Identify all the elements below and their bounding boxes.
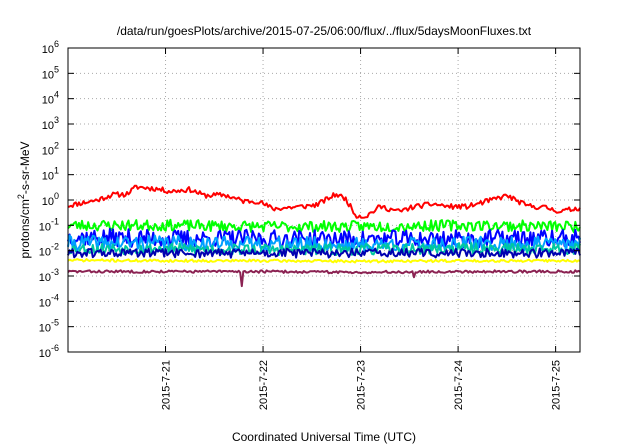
y-tick-label: 101 [42,166,59,183]
series-line-7 [67,258,581,264]
y-tick-label: 10-5 [39,318,59,335]
y-tick-label: 10-3 [39,267,59,284]
x-tick-label: 2015-7-24 [453,360,465,410]
y-tick-label: 10-2 [39,242,59,259]
series-line-6 [67,247,581,259]
series-line-2 [67,218,581,233]
series-line-4 [67,234,581,253]
series-line-8 [67,269,581,288]
y-tick-label: 10-1 [39,216,59,233]
y-tick-label: 10-4 [39,292,59,309]
y-tick-label: 103 [42,115,59,132]
series-line-3 [67,227,581,249]
x-axis-label: Coordinated Universal Time (UTC) [232,430,416,444]
x-axis: 2015-7-21 2015-7-22 2015-7-23 2015-7-24 2015… [161,48,563,410]
y-tick-label: 100 [42,191,59,208]
y-tick-label: 106 [42,39,59,56]
y-tick-label: 10-6 [39,343,59,360]
x-tick-label: 2015-7-25 [551,360,563,410]
y-tick-label: 105 [42,64,59,81]
series-line-1 [67,184,581,219]
x-tick-label: 2015-7-23 [356,360,368,410]
y-axis-label: protons/cm2-s-sr-MeV [16,141,32,258]
y-tick-label: 102 [42,140,59,157]
x-tick-label: 2015-7-21 [161,360,173,410]
series-layer [67,184,581,288]
chart-title: /data/run/goesPlots/archive/2015-07-25/0… [117,24,532,38]
x-tick-label: 2015-7-22 [258,360,270,410]
y-tick-label: 104 [42,90,59,107]
y-axis: 10-6 10-5 10-4 10-3 10-2 10-1 100 101 102 103 104 1… [39,39,580,360]
